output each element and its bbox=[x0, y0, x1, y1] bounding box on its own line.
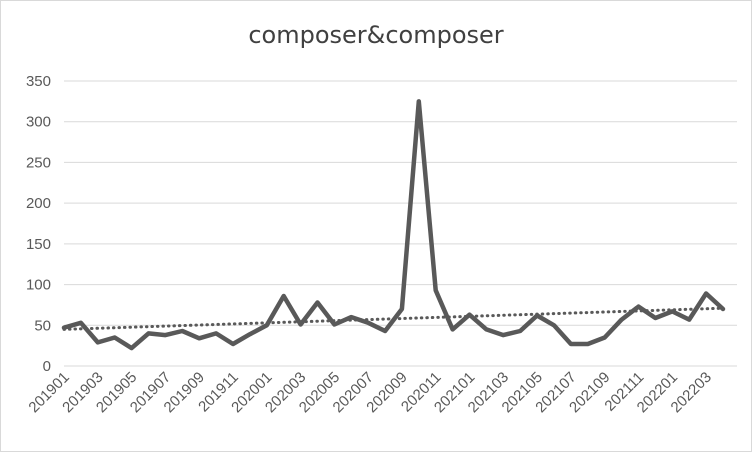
y-tick-label: 100 bbox=[26, 277, 51, 294]
y-axis-ticks: 0 50 100 150 200 250 300 350 bbox=[26, 73, 51, 375]
y-tick-label: 150 bbox=[26, 236, 51, 253]
y-tick-label: 0 bbox=[43, 358, 51, 375]
y-tick-label: 300 bbox=[26, 114, 51, 131]
y-tick-label: 250 bbox=[26, 154, 51, 171]
trendline-group bbox=[62, 306, 725, 331]
y-tick-label: 200 bbox=[26, 195, 51, 212]
x-axis-ticks: 2019012019032019052019072019092019112020… bbox=[25, 369, 715, 416]
trendline bbox=[62, 306, 725, 331]
chart-title: composer&composer bbox=[248, 21, 504, 49]
y-tick-label: 50 bbox=[34, 317, 51, 334]
y-tick-label: 350 bbox=[26, 73, 51, 90]
gridlines bbox=[64, 80, 737, 326]
